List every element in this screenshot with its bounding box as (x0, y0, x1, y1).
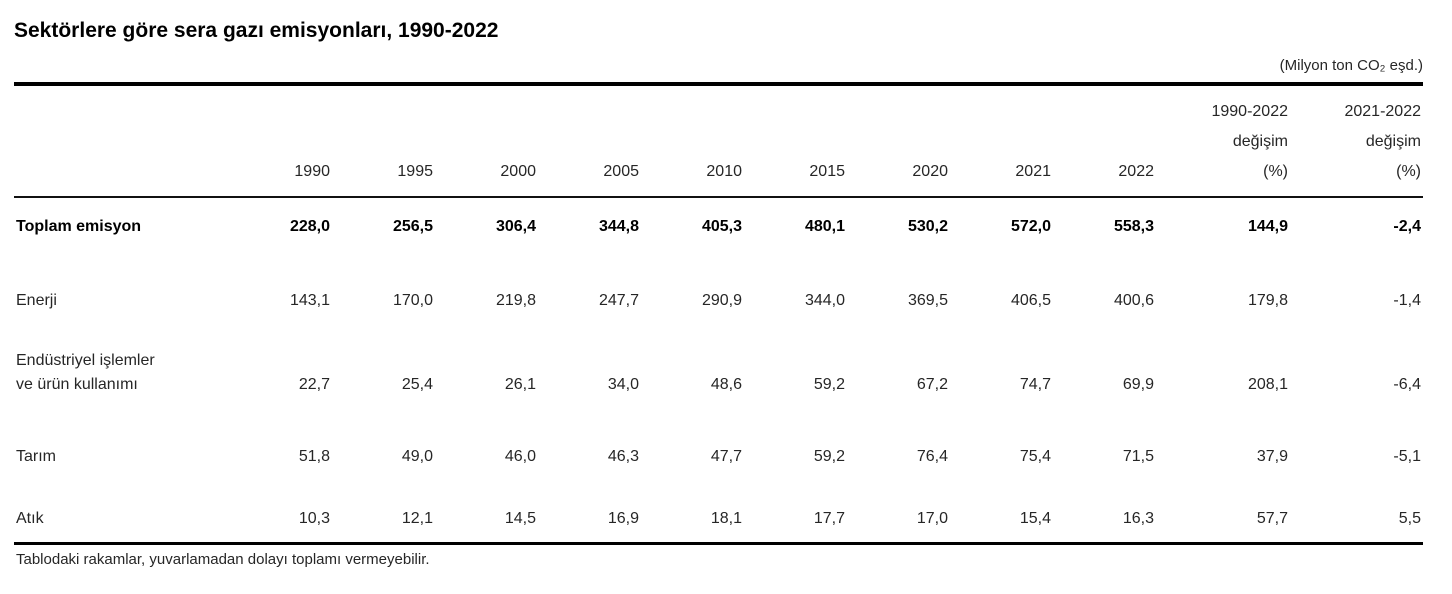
value-cell: 247,7 (598, 292, 639, 310)
year-column-header: 2022 (1053, 84, 1156, 199)
value-cell: 14,5 (504, 510, 536, 528)
value-cell: 76,4 (916, 448, 948, 466)
value-cell: 12,1 (401, 510, 433, 528)
value-cell: 306,4 (495, 218, 536, 236)
value-cell: 290,9 (701, 292, 742, 310)
value-cell: 179,8 (1247, 292, 1288, 310)
value-cell: 480,1 (804, 218, 845, 236)
table-row: Tarım 51,8 49,0 46,0 46,3 47,7 59,2 76,4 75,4 71,… (14, 408, 1423, 480)
value-cell: 25,4 (401, 376, 433, 394)
unit-label: (Milyon ton CO₂ eşd.) (1279, 57, 1423, 75)
value-cell: 344,0 (804, 292, 845, 310)
page-title: Sektörlere göre sera gazı emisyonları, 1… (14, 19, 499, 42)
value-cell: 18,1 (710, 510, 742, 528)
sector-label-cell: Atık (14, 480, 229, 544)
value-cell: 69,9 (1122, 376, 1154, 394)
sector-label-line: ve ürün kullanımı (16, 376, 138, 394)
table-body: Toplam emisyon 228,0 256,5 306,4 344,8 405,3 4… (14, 197, 1423, 544)
value-cell: 37,9 (1256, 448, 1288, 466)
sector-label-line: Toplam emisyon (16, 218, 142, 236)
value-cell: 558,3 (1113, 218, 1154, 236)
value-cell: 67,2 (916, 376, 948, 394)
value-cell: 51,8 (298, 448, 330, 466)
change-word-label: değişim (1365, 133, 1421, 150)
year-column-header: 2000 (435, 84, 538, 199)
sector-column-header (14, 84, 229, 199)
table-row: Toplam emisyon 228,0 256,5 306,4 344,8 405,3 4… (14, 197, 1423, 250)
year-column-header: 2020 (847, 84, 950, 199)
table-row: Endüstriyel işlemler ve ürün kullanımı 22,… (14, 324, 1423, 408)
value-cell: 47,7 (710, 448, 742, 466)
value-cell: 46,0 (504, 448, 536, 466)
value-cell: 59,2 (813, 376, 845, 394)
value-cell: 219,8 (495, 292, 536, 310)
change-period-label: 1990-2022 (1211, 103, 1288, 121)
table-footnote: Tablodaki rakamlar, yuvarlamadan dolayı … (16, 551, 430, 569)
value-cell: 59,2 (813, 448, 845, 466)
sector-label-line: Enerji (16, 292, 57, 310)
value-cell: 530,2 (907, 218, 948, 236)
value-cell: 46,3 (607, 448, 639, 466)
value-cell: 48,6 (710, 376, 742, 394)
sector-label-cell: Toplam emisyon (14, 197, 229, 250)
sector-label-line: Tarım (16, 448, 56, 466)
value-cell: 17,0 (916, 510, 948, 528)
sector-label-line: Endüstriyel işlemler (16, 351, 155, 369)
value-cell: 57,7 (1256, 510, 1288, 528)
table-header-row: 1990 1995 2000 2005 2010 2015 2020 2021 2022 1990… (14, 84, 1423, 199)
year-column-header: 2005 (538, 84, 641, 199)
table-row: Enerji 143,1 170,0 219,8 247,7 290,9 344,0 369,… (14, 250, 1423, 324)
value-cell: 572,0 (1010, 218, 1051, 236)
value-cell: 17,7 (813, 510, 845, 528)
value-cell: 26,1 (504, 376, 536, 394)
value-cell: 228,0 (289, 218, 330, 236)
value-cell: 400,6 (1113, 292, 1154, 310)
value-cell: 15,4 (1019, 510, 1051, 528)
value-cell: 170,0 (392, 292, 433, 310)
value-cell: 71,5 (1122, 448, 1154, 466)
change-word-label: değişim (1232, 133, 1288, 150)
year-column-header: 1990 (229, 84, 332, 199)
value-cell: 22,7 (298, 376, 330, 394)
table-header: 1990 1995 2000 2005 2010 2015 2020 2021 2022 1990… (14, 84, 1423, 199)
table-row: Atık 10,3 12,1 14,5 16,9 18,1 17,7 17,0 15,4 16,3… (14, 480, 1423, 544)
value-cell: 34,0 (607, 376, 639, 394)
value-cell: 405,3 (701, 218, 742, 236)
value-cell: -5,1 (1393, 448, 1421, 466)
value-cell: 10,3 (298, 510, 330, 528)
sector-label-cell: Tarım (14, 408, 229, 480)
change-percent-label: (%) (1263, 162, 1288, 180)
value-cell: 208,1 (1247, 376, 1288, 394)
value-cell: 16,9 (607, 510, 639, 528)
value-cell: 143,1 (289, 292, 330, 310)
value-cell: 74,7 (1019, 376, 1051, 394)
value-cell: 406,5 (1010, 292, 1051, 310)
year-column-header: 2015 (744, 84, 847, 199)
value-cell: 49,0 (401, 448, 433, 466)
value-cell: 75,4 (1019, 448, 1051, 466)
change-period-label: 2021-2022 (1344, 103, 1421, 121)
year-column-header: 2010 (641, 84, 744, 199)
sector-label-line: Atık (16, 510, 44, 528)
year-column-header: 2021 (950, 84, 1053, 199)
sector-label-cell: Endüstriyel işlemler ve ürün kullanımı (14, 324, 229, 408)
value-cell: 256,5 (392, 218, 433, 236)
value-cell: 144,9 (1247, 218, 1288, 236)
emissions-table: 1990 1995 2000 2005 2010 2015 2020 2021 2022 1990… (14, 82, 1423, 546)
change-column-header: 2021-2022 değişim (%) (1290, 84, 1423, 199)
value-cell: -6,4 (1393, 376, 1421, 394)
change-column-header: 1990-2022 değişim (%) (1156, 84, 1290, 199)
value-cell: 344,8 (598, 218, 639, 236)
sector-label-cell: Enerji (14, 250, 229, 324)
value-cell: 5,5 (1398, 510, 1421, 528)
value-cell: -2,4 (1393, 218, 1421, 236)
change-percent-label: (%) (1396, 162, 1421, 180)
value-cell: 16,3 (1122, 510, 1154, 528)
year-column-header: 1995 (332, 84, 435, 199)
value-cell: 369,5 (907, 292, 948, 310)
value-cell: -1,4 (1393, 292, 1421, 310)
